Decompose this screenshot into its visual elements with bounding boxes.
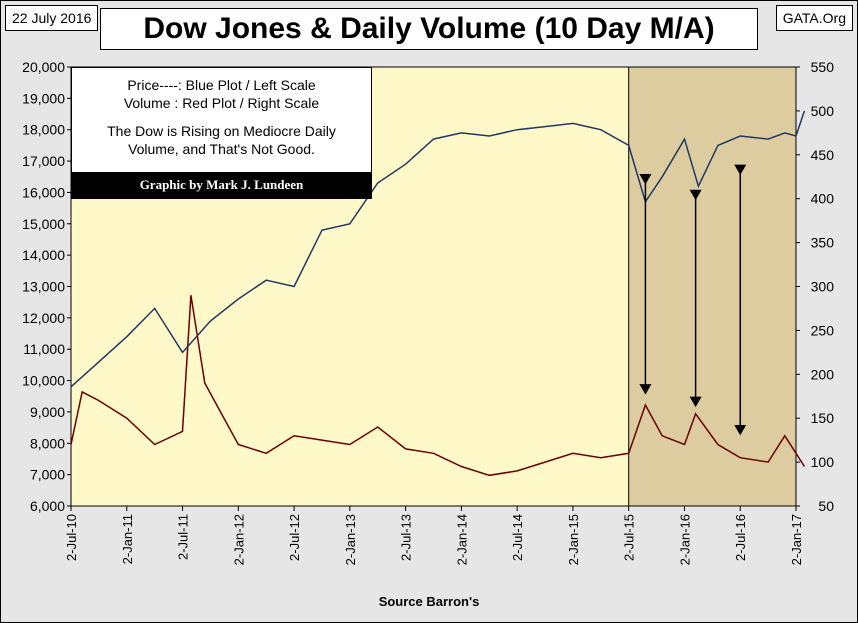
x-tick-label: 2-Jul-11	[176, 514, 191, 560]
x-tick-label: 2-Jan-11	[120, 514, 135, 564]
x-tick-label: 2-Jan-12	[231, 514, 246, 565]
source-label: Source Barron's	[378, 594, 480, 609]
y-left-tick-label: 18,000	[22, 122, 65, 138]
y-right-tick-label: 250	[811, 322, 835, 338]
y-right-tick-label: 350	[811, 235, 835, 251]
x-tick-label: 2-Jul-15	[622, 514, 637, 561]
y-left-tick-label: 19,000	[22, 90, 65, 106]
x-tick-label: 2-Jan-16	[677, 514, 692, 565]
chart-title: Dow Jones & Daily Volume (10 Day M/A)	[100, 8, 758, 50]
x-tick-label: 2-Jan-13	[343, 514, 358, 565]
y-left-tick-label: 14,000	[22, 247, 65, 263]
shaded-region	[628, 66, 797, 507]
x-tick-label: 2-Jul-16	[733, 514, 748, 561]
y-left-tick-label: 11,000	[23, 341, 65, 357]
note-line-1: Price----: Blue Plot / Left Scale	[127, 77, 316, 93]
volume-line	[70, 295, 806, 477]
x-tick-label: 2-Jul-10	[64, 514, 79, 561]
y-left-tick-label: 12,000	[22, 310, 65, 326]
y-right-tick-label: 450	[811, 147, 835, 163]
price-line	[70, 110, 806, 388]
y-left-tick-label: 15,000	[22, 216, 65, 232]
x-tick-label: 2-Jul-13	[399, 514, 414, 561]
x-tick-label: 2-Jul-12	[287, 514, 302, 561]
y-left-tick-label: 6,000	[30, 498, 65, 514]
y-left-tick-label: 9,000	[30, 404, 65, 420]
note-comment-2: Volume, and That's Not Good.	[128, 141, 315, 157]
x-tick-label: 2-Jul-14	[510, 514, 525, 561]
note-comment-1: The Dow is Rising on Mediocre Daily	[107, 123, 336, 139]
y-left-tick-label: 17,000	[22, 153, 65, 169]
site-label: GATA.Org	[775, 5, 853, 31]
y-left-tick-label: 13,000	[22, 279, 65, 295]
x-tick-label: 2-Jan-14	[454, 514, 469, 565]
note-line-2: Volume : Red Plot / Right Scale	[123, 95, 320, 111]
y-right-tick-label: 100	[811, 454, 835, 470]
y-right-tick-label: 300	[811, 279, 835, 295]
y-left-tick-label: 8,000	[30, 435, 65, 451]
y-right-tick-label: 550	[811, 59, 835, 75]
y-right-tick-label: 200	[811, 366, 835, 382]
y-left-tick-label: 10,000	[22, 373, 65, 389]
y-right-tick-label: 400	[811, 191, 835, 207]
x-tick-label: 2-Jan-15	[566, 514, 581, 565]
y-left-tick-label: 20,000	[22, 59, 65, 75]
date-label: 22 July 2016	[5, 5, 99, 31]
x-tick-label: 2-Jan-17	[789, 514, 804, 565]
y-right-tick-label: 500	[811, 103, 835, 119]
y-right-tick-label: 150	[811, 410, 835, 426]
credit-label: Graphic by Mark J. Lundeen	[72, 172, 371, 198]
y-left-tick-label: 7,000	[30, 467, 65, 483]
legend-note: Price----: Blue Plot / Left Scale Volume…	[71, 67, 372, 199]
y-left-tick-label: 16,000	[22, 184, 65, 200]
y-right-tick-label: 50	[818, 498, 834, 514]
